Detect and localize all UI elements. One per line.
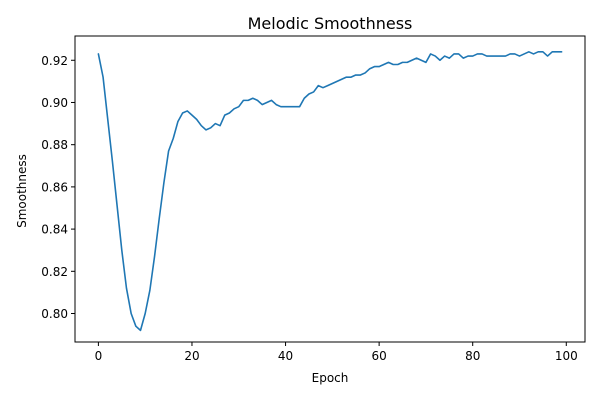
y-axis: 0.80 0.82 0.84 0.86 0.88 0.90 0.92 (41, 54, 75, 321)
x-axis: 0 20 40 60 80 100 (95, 342, 578, 363)
y-axis-label: Smoothness (15, 154, 29, 228)
plot-area (97, 51, 563, 332)
plot-frame (74, 35, 586, 343)
x-axis-label: Epoch (312, 371, 349, 385)
x-tick-label: 0 (95, 349, 103, 363)
x-tick-label: 20 (184, 349, 199, 363)
x-tick-label: 80 (465, 349, 480, 363)
y-tick-label: 0.88 (41, 138, 68, 152)
y-tick-label: 0.80 (41, 307, 68, 321)
y-tick-label: 0.84 (41, 223, 68, 237)
x-tick-label: 60 (371, 349, 386, 363)
y-tick-label: 0.92 (41, 54, 68, 68)
y-tick-label: 0.86 (41, 180, 68, 194)
x-tick-label: 100 (555, 349, 578, 363)
y-tick-label: 0.82 (41, 265, 68, 279)
y-tick-label: 0.90 (41, 96, 68, 110)
series-line-0 (97, 51, 563, 332)
chart-title: Melodic Smoothness (248, 14, 413, 33)
x-tick-label: 40 (278, 349, 293, 363)
